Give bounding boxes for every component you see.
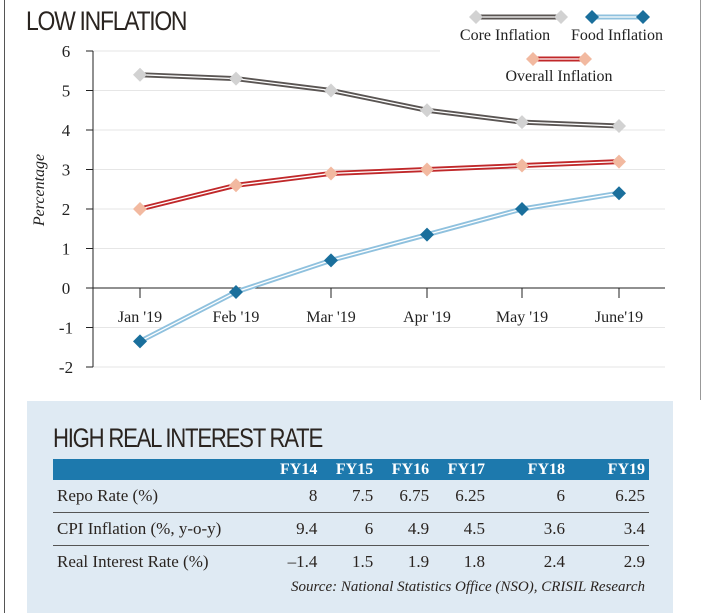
value-cell: 2.4 [543,552,565,571]
line-chart: 6 5 4 3 2 1 0 -1 -2 Jan '19 Feb '19 Mar '19 Apr '19 M… [31,10,665,377]
data-point [324,166,338,181]
value-cell: 6.25 [569,480,649,513]
legend-marker [469,10,483,24]
y-axis-label: Percentage [31,154,48,227]
value-cell: –1.4 [287,552,318,571]
value-cell: 9.4 [265,512,322,546]
x-tick-label: Mar '19 [306,309,356,326]
y-tick-label: 5 [62,82,71,101]
row-label: Repo Rate (%) [53,480,266,513]
legend-marker [636,10,650,24]
value-cell: 6.75 [377,480,434,513]
data-point [133,202,147,216]
y-tick-label: 0 [62,279,71,298]
data-point [420,103,434,118]
legend-marker [526,52,540,66]
x-tick-label: Apr '19 [403,309,451,326]
value-cell: 6 [489,480,569,513]
data-point [515,202,529,216]
series-line-2-inner [139,160,620,210]
interest-rate-table: FY14 FY15 FY16 FY17 FY18 FY19 Repo Rate … [53,459,649,578]
header-cell: FY14 [265,459,322,480]
series-line-2 [139,159,620,212]
y-tick-label: 1 [62,240,71,259]
y-tick-label: 4 [62,121,71,140]
data-point [229,71,243,86]
x-tick-label: May '19 [496,309,548,326]
data-point [612,154,626,169]
header-cell: FY15 [321,459,378,480]
data-point [515,158,529,173]
value-cell: 2.9 [623,552,645,571]
data-point [612,119,626,134]
value-cell: 4.9 [377,512,434,546]
value-cell: 3.4 [569,512,649,546]
x-tick-label: Jan '19 [118,309,162,326]
legend-marker [585,10,599,24]
x-tick-label: Feb '19 [213,309,260,326]
value-cell: 1.8 [463,552,485,571]
x-tick-label: June'19 [595,309,643,326]
y-tick-label: -2 [59,358,73,377]
value-cell: 4.5 [433,512,489,546]
value-cell: 1.5 [351,552,374,571]
table-row: Repo Rate (%) 8 7.5 6.75 6.25 6 6.25 [53,480,649,513]
y-tick-label: 3 [62,161,71,180]
header-cell: FY16 [377,459,434,480]
data-point [324,83,338,98]
header-cell: FY18 [489,459,569,480]
legend-label: Overall Inflation [505,68,612,85]
y-tick-label: -1 [59,319,73,338]
legend-label: Food Inflation [571,27,663,44]
data-point [133,334,147,349]
header-cell [53,459,266,480]
value-cell: 1.9 [407,552,430,571]
data-point [229,284,243,299]
series-line-1-inner [139,192,620,342]
table-panel: HIGH REAL INTEREST RATE FY14 FY15 FY16 F… [27,401,673,613]
source-note: Source: National Statistics Office (NSO)… [291,579,645,595]
table-header-row: FY14 FY15 FY16 FY17 FY18 FY19 [53,459,649,480]
data-point [133,67,147,82]
header-cell: FY19 [569,459,649,480]
series-line-0-inner [139,74,620,127]
data-point [324,253,338,268]
legend-label: Core Inflation [460,27,550,44]
y-tick-label: 6 [62,42,71,61]
value-cell: 8 [265,480,322,513]
value-cell: 3.6 [489,512,569,546]
data-point [515,115,529,130]
legend-marker [554,10,568,24]
data-point [420,227,434,242]
row-label: Real Interest Rate (%) [57,552,209,571]
header-cell: FY17 [433,459,489,480]
value-cell: 7.5 [321,480,378,513]
legend-marker [578,52,592,66]
frame-border [4,0,5,613]
data-point [229,178,243,193]
table-title: HIGH REAL INTEREST RATE [53,423,323,453]
y-tick-label: 2 [62,200,71,219]
value-cell: 6.25 [433,480,489,513]
table-row: Real Interest Rate (%) –1.4 1.5 1.9 1.8 2.4 2.… [53,546,649,579]
data-point [612,186,626,201]
data-point [420,162,434,177]
table-row: CPI Inflation (%, y-o-y) 9.4 6 4.9 4.5 3.6 3.4 [53,512,649,546]
value-cell: 6 [321,512,378,546]
row-label: CPI Inflation (%, y-o-y) [53,512,266,546]
chart-title: LOW INFLATION [26,6,188,36]
